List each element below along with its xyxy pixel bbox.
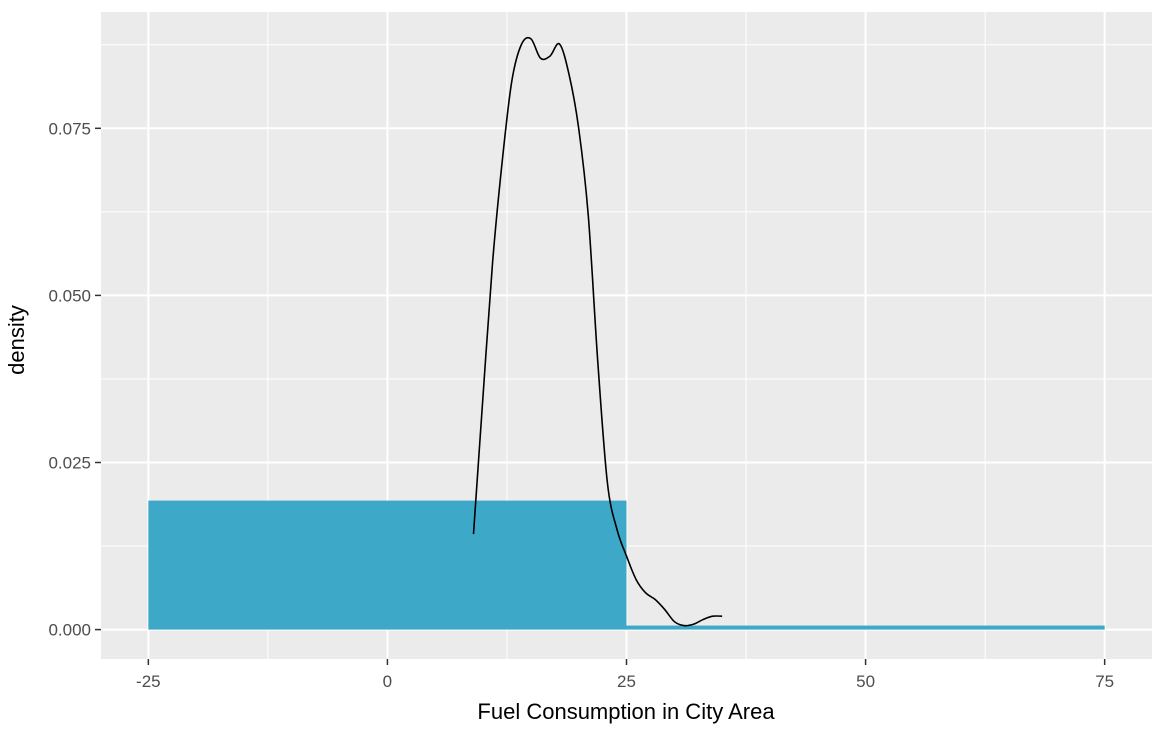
- density-curve: [472, 36, 723, 627]
- axis-tick-labels: -25 0 25 50 75 0.000 0.025 0.050 0.075: [48, 119, 1114, 691]
- axis-ticks: [95, 127, 1106, 665]
- x-tick-label: 25: [617, 672, 636, 691]
- x-tick-label: 0: [383, 672, 392, 691]
- histogram-bar: [148, 500, 627, 630]
- y-tick-label: 0.075: [48, 119, 91, 138]
- histogram-bars: [148, 500, 1105, 630]
- x-axis-title: Fuel Consumption in City Area: [477, 699, 775, 724]
- x-tick-label: 50: [856, 672, 875, 691]
- y-tick-label: 0.025: [48, 453, 91, 472]
- y-axis-title: density: [4, 305, 29, 375]
- y-tick-label: 0.000: [48, 621, 91, 640]
- y-tick-label: 0.050: [48, 286, 91, 305]
- x-tick-label: -25: [136, 672, 161, 691]
- density-curve-group: [472, 36, 723, 627]
- histogram-bar: [626, 625, 1105, 630]
- x-tick-label: 75: [1095, 672, 1114, 691]
